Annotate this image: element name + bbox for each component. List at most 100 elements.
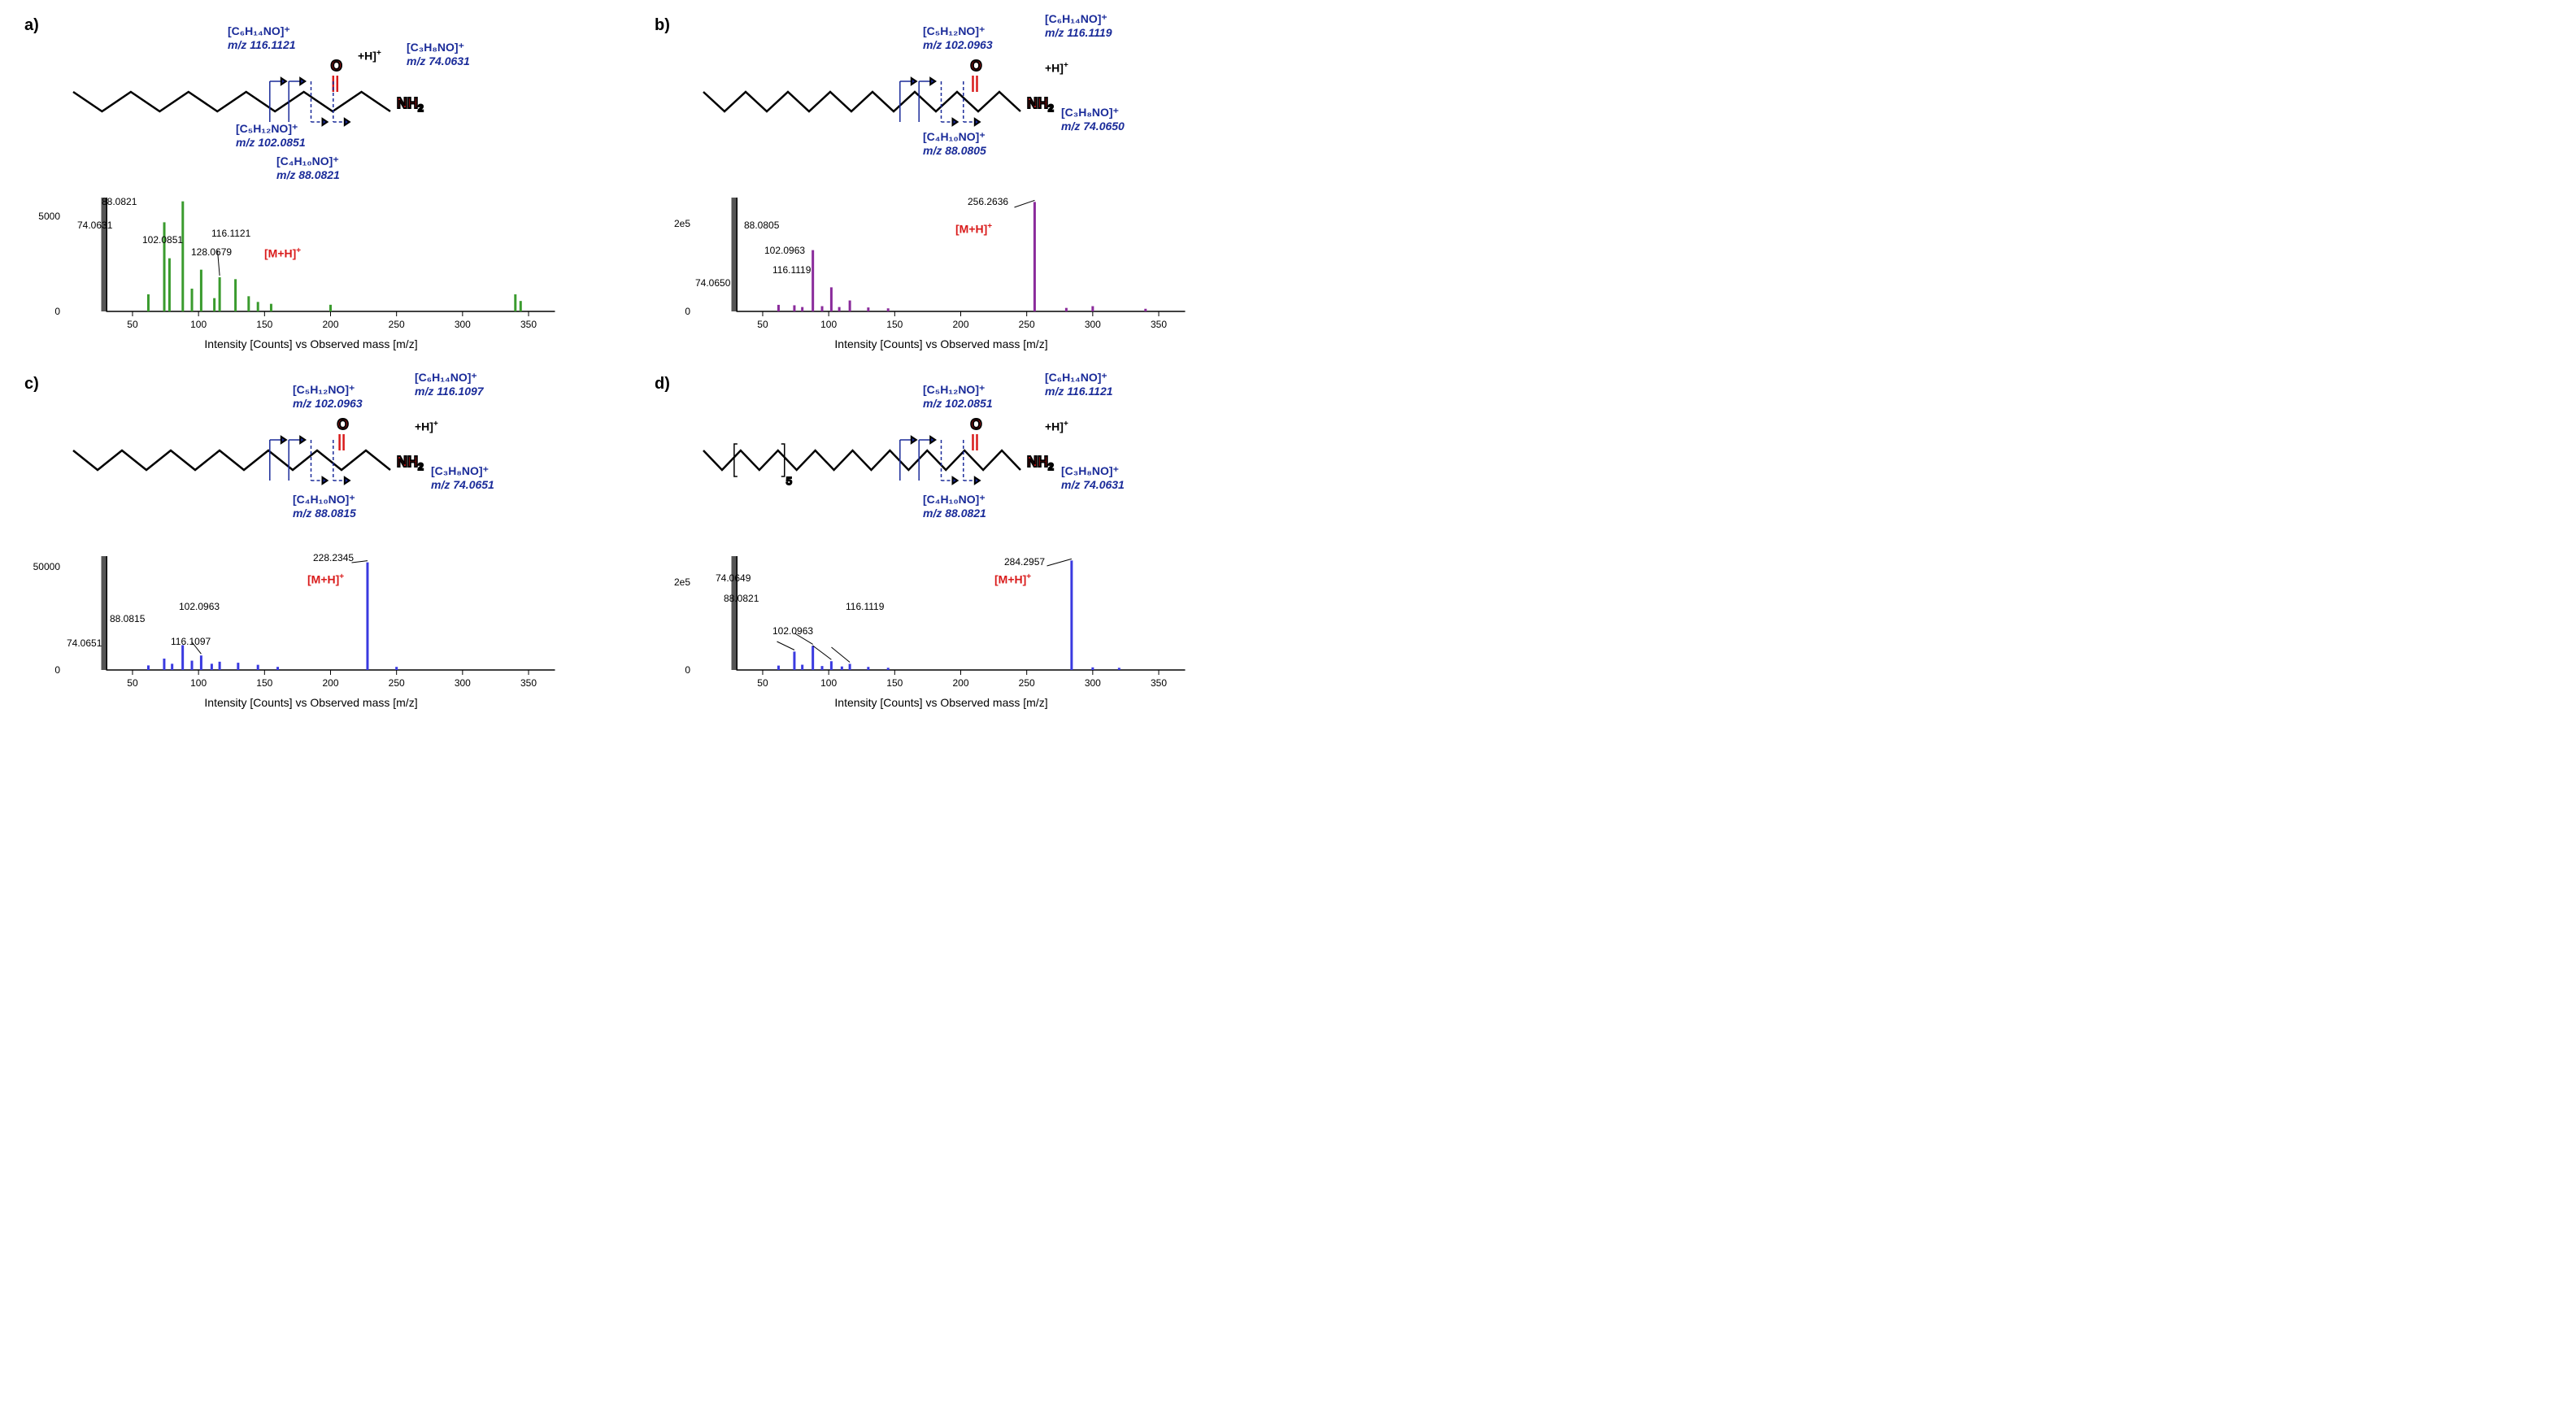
- axis-label: Intensity [Counts] vs Observed mass [m/z…: [646, 696, 1236, 709]
- svg-text:200: 200: [322, 319, 338, 330]
- fragment-label: [C₅H₁₂NO]⁺m/z 102.0963: [923, 24, 993, 52]
- y-tick-label: 0: [54, 306, 60, 317]
- svg-text:100: 100: [820, 677, 837, 689]
- svg-text:100: 100: [820, 319, 837, 330]
- fragment-label: [C₄H₁₀NO]⁺m/z 88.0815: [293, 493, 356, 520]
- structure-diagram: O NH2 [C₆H₁₄NO]⁺m/z 116.1121 [C₃H₈NO]⁺m/z 7…: [65, 16, 606, 183]
- molecular-ion-label: [M+H]+: [264, 246, 301, 260]
- peak-label: 102.0851: [142, 234, 183, 246]
- svg-text:150: 150: [256, 319, 272, 330]
- svg-text:NH2: NH2: [1027, 95, 1054, 114]
- structure-diagram: ONH2[C₅H₁₂NO]⁺m/z 102.0963[C₆H₁₄NO]⁺m/z …: [695, 16, 1236, 183]
- svg-text:250: 250: [1019, 677, 1035, 689]
- peak-label: 102.0963: [179, 601, 220, 612]
- fragment-label: [C₄H₁₀NO]⁺m/z 88.0821: [923, 493, 986, 520]
- axis-label: Intensity [Counts] vs Observed mass [m/z…: [646, 337, 1236, 350]
- panel-label: b): [655, 16, 670, 35]
- fragment-label: [C₆H₁₄NO]⁺m/z 116.1121: [228, 24, 296, 52]
- svg-text:300: 300: [1085, 319, 1101, 330]
- mass-spectrum-chart: 5010015020025030035002e574.065088.080510…: [646, 189, 1236, 336]
- svg-text:250: 250: [389, 677, 405, 689]
- svg-text:100: 100: [190, 319, 207, 330]
- fragment-label: [C₄H₁₀NO]⁺m/z 88.0805: [923, 130, 986, 158]
- peak-label: 116.1119: [846, 601, 884, 612]
- svg-text:300: 300: [455, 319, 471, 330]
- peak-label: 256.2636: [968, 196, 1008, 207]
- svg-text:350: 350: [520, 677, 537, 689]
- peak-label: 74.0650: [695, 277, 730, 289]
- svg-text:350: 350: [1151, 319, 1167, 330]
- svg-text:50: 50: [757, 677, 768, 689]
- fragment-label: [C₃H₈NO]⁺m/z 74.0631: [407, 41, 470, 68]
- y-tick-label: 2e5: [674, 576, 690, 588]
- svg-text:NH2: NH2: [1027, 454, 1054, 472]
- svg-text:50: 50: [127, 677, 138, 689]
- structure-diagram: ONH25[C₅H₁₂NO]⁺m/z 102.0851[C₆H₁₄NO]⁺m/z…: [695, 375, 1236, 542]
- svg-text:O: O: [971, 416, 982, 433]
- fragment-label: [C₃H₈NO]⁺m/z 74.0651: [431, 464, 494, 492]
- figure-grid: a) O NH2 [C₆H₁₄NO]⁺m/z 116.1121 [C₃H₈NO]⁺m/z…: [16, 16, 1236, 709]
- mass-spectrum-chart: 5010015020025030035005000074.065188.0815…: [16, 548, 606, 694]
- fragment-label: [C₃H₈NO]⁺m/z 74.0650: [1061, 106, 1125, 133]
- fragment-label: [C₅H₁₂NO]⁺m/z 102.0851: [923, 383, 993, 411]
- fragment-label: [C₆H₁₄NO]⁺m/z 116.1121: [1045, 371, 1113, 398]
- svg-text:250: 250: [389, 319, 405, 330]
- peak-label: 128.0679: [191, 246, 232, 258]
- mass-spectrum-chart: 5010015020025030035002e574.064988.082110…: [646, 548, 1236, 694]
- svg-text:50: 50: [127, 319, 138, 330]
- svg-text:150: 150: [256, 677, 272, 689]
- fragment-label: [C₆H₁₄NO]⁺m/z 116.1097: [415, 371, 484, 398]
- axis-label: Intensity [Counts] vs Observed mass [m/z…: [16, 337, 606, 350]
- svg-text:350: 350: [1151, 677, 1167, 689]
- y-tick-label: 5000: [38, 211, 60, 222]
- protonation-annotation: +H]+: [415, 420, 438, 433]
- svg-text:250: 250: [1019, 319, 1035, 330]
- svg-text:150: 150: [886, 319, 903, 330]
- mass-spectrum-chart: 501001502002503003500500074.063188.08211…: [16, 189, 606, 336]
- structure-diagram: ONH2[C₅H₁₂NO]⁺m/z 102.0963[C₆H₁₄NO]⁺m/z …: [65, 375, 606, 542]
- fragment-label: [C₅H₁₂NO]⁺m/z 102.0963: [293, 383, 363, 411]
- svg-text:NH2: NH2: [397, 95, 424, 114]
- svg-text:200: 200: [952, 677, 968, 689]
- svg-text:5: 5: [786, 475, 792, 487]
- peak-label: 74.0649: [716, 572, 751, 584]
- molecular-ion-label: [M+H]+: [955, 222, 992, 236]
- svg-text:200: 200: [952, 319, 968, 330]
- svg-text:O: O: [337, 416, 349, 433]
- peak-label: 74.0651: [67, 637, 102, 649]
- axis-label: Intensity [Counts] vs Observed mass [m/z…: [16, 696, 606, 709]
- peak-label: 116.1121: [211, 228, 250, 239]
- peak-label: 74.0631: [77, 220, 112, 231]
- peak-label: 102.0963: [772, 625, 813, 637]
- panel-a: a) O NH2 [C₆H₁₄NO]⁺m/z 116.1121 [C₃H₈NO]⁺m/z…: [16, 16, 606, 350]
- y-tick-label: 2e5: [674, 218, 690, 229]
- peak-label: 228.2345: [313, 552, 354, 563]
- y-tick-label: 50000: [33, 561, 60, 572]
- protonation-annotation: +H]+: [358, 49, 381, 63]
- fragment-label: [C₅H₁₂NO]⁺m/z 102.0851: [236, 122, 306, 150]
- svg-text:100: 100: [190, 677, 207, 689]
- svg-text:NH2: NH2: [397, 454, 424, 472]
- peak-label: 116.1119: [772, 264, 811, 276]
- svg-text:150: 150: [886, 677, 903, 689]
- svg-text:O: O: [971, 58, 982, 74]
- svg-text:O: O: [331, 58, 342, 74]
- peak-label: 88.0805: [744, 220, 779, 231]
- svg-text:50: 50: [757, 319, 768, 330]
- y-tick-label: 0: [685, 664, 690, 676]
- peak-label: 116.1097: [171, 636, 211, 647]
- fragment-label: [C₄H₁₀NO]⁺m/z 88.0821: [276, 154, 340, 182]
- y-tick-label: 0: [685, 306, 690, 317]
- fragment-label: [C₆H₁₄NO]⁺m/z 116.1119: [1045, 12, 1112, 40]
- panel-label: a): [24, 16, 39, 35]
- panel-label: c): [24, 375, 39, 394]
- fragment-label: [C₃H₈NO]⁺m/z 74.0631: [1061, 464, 1125, 492]
- svg-text:200: 200: [322, 677, 338, 689]
- molecular-ion-label: [M+H]+: [994, 572, 1031, 586]
- panel-label: d): [655, 375, 670, 394]
- protonation-annotation: +H]+: [1045, 61, 1068, 75]
- svg-text:300: 300: [455, 677, 471, 689]
- molecular-ion-label: [M+H]+: [307, 572, 344, 586]
- svg-text:350: 350: [520, 319, 537, 330]
- panel-c: c)ONH2[C₅H₁₂NO]⁺m/z 102.0963[C₆H₁₄NO]⁺m/…: [16, 375, 606, 709]
